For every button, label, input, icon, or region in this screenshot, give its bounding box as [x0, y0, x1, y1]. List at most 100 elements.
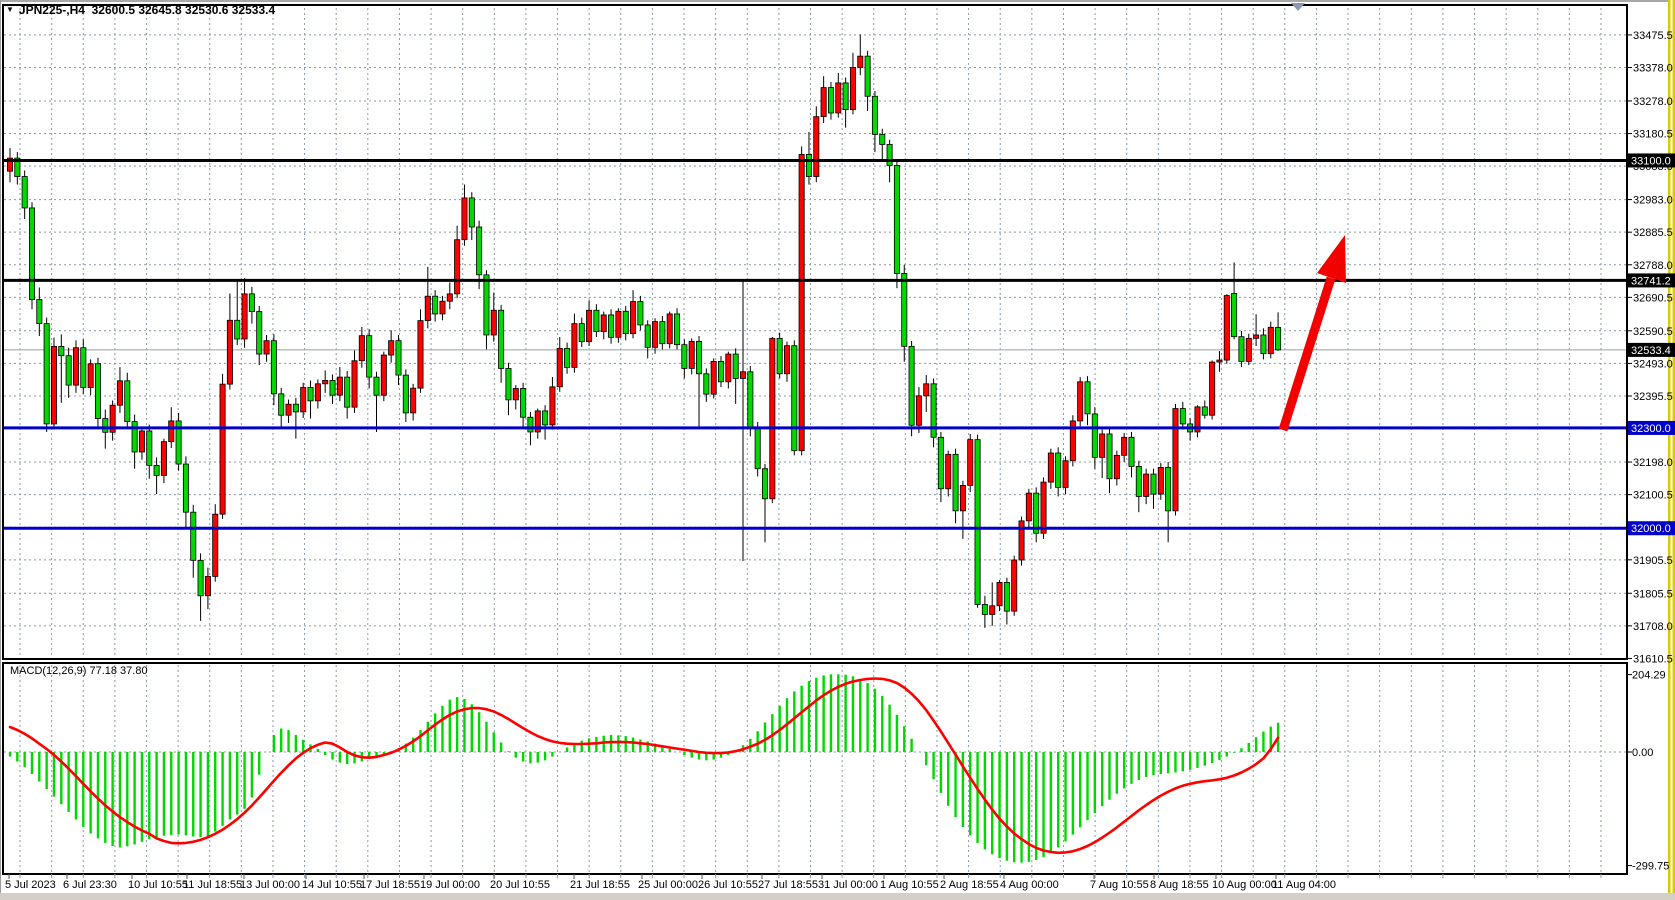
macd-bar [543, 752, 547, 761]
macd-bar [1166, 752, 1170, 774]
bear-candle [974, 439, 981, 605]
bull-candle [1121, 436, 1128, 456]
window-right-accent [1668, 0, 1671, 893]
macd-bar [529, 752, 532, 764]
macd-bar [690, 752, 693, 758]
bull-candle [160, 441, 167, 476]
macd-bar [287, 730, 290, 752]
bear-candle [593, 309, 600, 333]
macd-bar [367, 752, 371, 759]
bull-candle [410, 387, 417, 414]
bull-candle [798, 154, 805, 452]
window-right-accent-gap [1670, 0, 1673, 893]
bear-candle [564, 347, 571, 368]
scroll-shift-marker-icon[interactable] [1291, 3, 1305, 11]
price-line-tag-label: 32300.0 [1631, 423, 1671, 435]
date-axis-label: 21 Jul 18:55 [570, 879, 630, 891]
bear-candle [234, 319, 241, 340]
bull-candle [454, 239, 461, 295]
macd-bar [455, 697, 459, 752]
price-line-tag[interactable] [1628, 342, 1675, 357]
chart-title-bar: ▼ JPN225-,H4 32600.5 32645.8 32530.6 325… [6, 3, 275, 17]
bear-candle [80, 347, 87, 388]
bear-candle [65, 355, 72, 386]
macd-bar [382, 752, 386, 754]
macd-bar [104, 752, 107, 843]
macd-bar [624, 736, 627, 752]
macd-bar [573, 743, 576, 752]
bear-candle [879, 133, 886, 145]
macd-bar [873, 688, 877, 752]
price-axis-label: 32788.0 [1633, 260, 1673, 272]
bear-candle [908, 345, 915, 426]
macd-bar [631, 737, 635, 752]
macd-bar [837, 674, 840, 752]
bull-candle [336, 376, 343, 396]
bull-candle [512, 388, 519, 401]
bull-candle [380, 354, 387, 396]
bear-candle [58, 345, 65, 357]
macd-bar [250, 752, 254, 798]
bear-candle [43, 323, 50, 425]
macd-bar [668, 748, 671, 752]
macd-bar [323, 752, 327, 756]
macd-bar [60, 752, 63, 805]
price-pane[interactable] [2, 4, 1628, 660]
macd-bar [1086, 752, 1089, 821]
bear-candle [1128, 436, 1135, 467]
macd-bar [441, 705, 444, 752]
bear-candle [930, 383, 937, 438]
macd-bar [1100, 752, 1104, 807]
bear-candle [805, 154, 812, 177]
date-axis-label: 13 Jul 00:00 [240, 879, 300, 891]
bull-candle [7, 157, 13, 172]
bear-candle [248, 293, 255, 312]
macd-bar [1137, 752, 1141, 781]
macd-bar [258, 752, 261, 775]
bear-candle [102, 418, 109, 433]
bear-candle [1150, 473, 1157, 495]
bull-candle [989, 605, 996, 615]
macd-bar [609, 734, 613, 752]
bull-candle [740, 371, 747, 379]
price-axis-label: 32395.5 [1633, 391, 1673, 403]
bull-candle [1018, 520, 1025, 561]
macd-bar [177, 752, 180, 835]
bull-candle [1069, 420, 1076, 462]
macd-bar [499, 742, 503, 752]
macd-bar [1144, 752, 1148, 778]
macd-bar [23, 752, 26, 768]
price-line-tag[interactable] [1628, 521, 1675, 536]
macd-bar [1269, 726, 1272, 752]
macd-bar [1115, 752, 1119, 794]
bear-candle [1135, 465, 1142, 497]
bull-candle [813, 116, 820, 177]
price-line-tag[interactable] [1628, 153, 1675, 168]
macd-bar [763, 722, 767, 752]
macd-bar [903, 726, 906, 752]
bull-candle [1025, 492, 1032, 522]
bear-candle [761, 468, 768, 500]
bull-candle [1077, 381, 1084, 422]
trend-arrow-shaft [1278, 276, 1336, 432]
macd-pane[interactable] [2, 662, 1628, 875]
price-line-tag[interactable] [1628, 273, 1675, 288]
macd-bar [514, 752, 517, 758]
bear-candle [146, 430, 153, 466]
bear-candle [153, 464, 160, 476]
macd-bar [1042, 752, 1045, 857]
price-line-tag[interactable] [1628, 420, 1675, 435]
bear-candle [1275, 327, 1282, 351]
macd-bar [932, 752, 935, 780]
bear-candle [1091, 413, 1098, 458]
macd-bar [1247, 742, 1250, 752]
symbol-dropdown-icon: ▼ [6, 4, 14, 14]
macd-bar [1196, 752, 1199, 768]
macd-bar [807, 681, 811, 752]
bull-candle [446, 293, 453, 302]
price-axis-label: 31708.0 [1633, 621, 1673, 633]
macd-bar [316, 748, 320, 752]
macd-bar [602, 735, 605, 752]
